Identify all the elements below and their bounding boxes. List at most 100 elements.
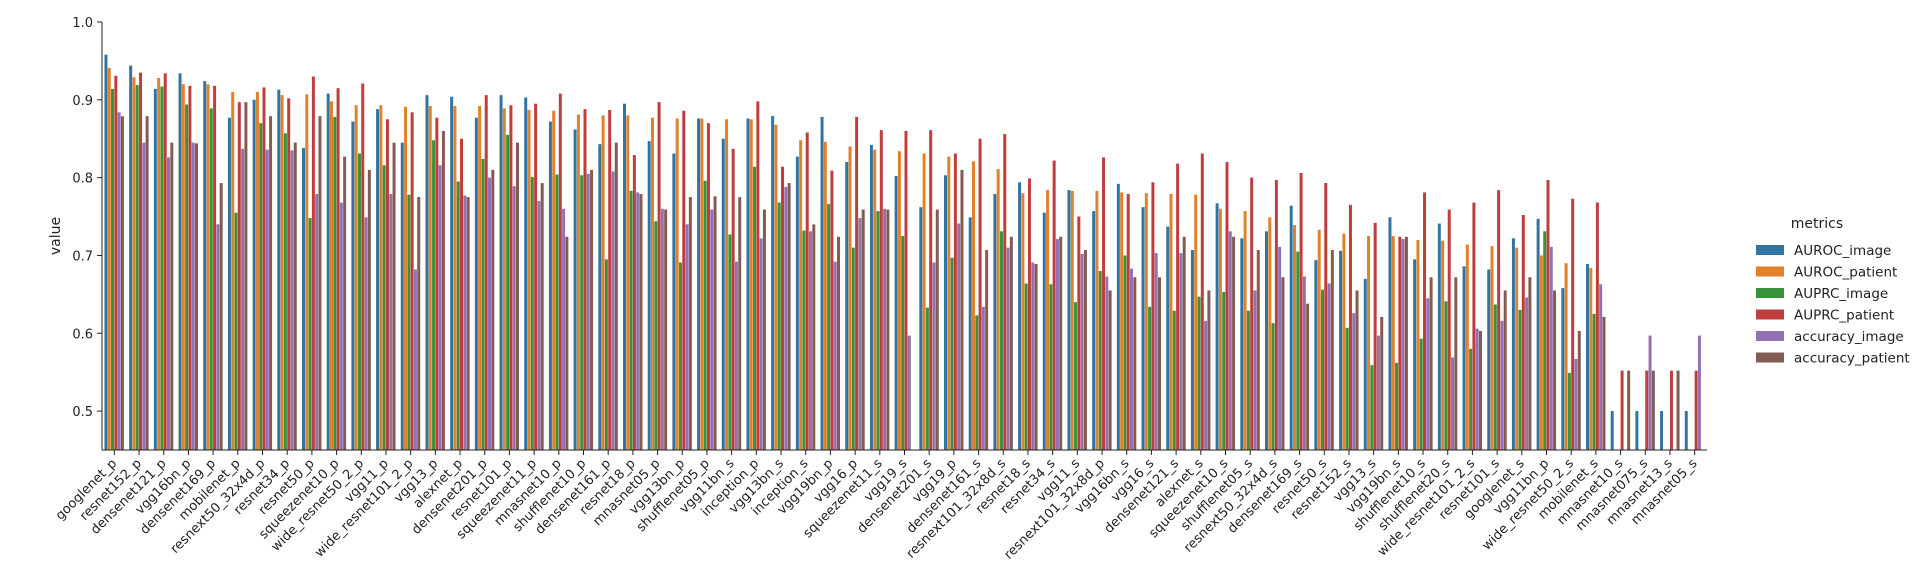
bar-auroc-image-shufflenet10-p — [573, 129, 577, 450]
bar-auprc-patient-resnet101-p — [509, 105, 513, 451]
bar-accuracy-image-resnet101-p — [512, 186, 516, 450]
bar-auprc-image-vgg13-p — [432, 140, 436, 450]
bar-auprc-patient-squeezenet11-s — [879, 130, 883, 451]
bar-auroc-image-vgg19-p — [944, 175, 947, 451]
bar-auprc-image-googlenet-s — [1518, 309, 1522, 450]
bar-auroc-image-resnet152-p — [129, 65, 133, 450]
bar-accuracy-patient-vgg19bn-p — [837, 236, 840, 450]
bar-auprc-patient-shufflenet05-s — [1250, 177, 1254, 450]
bar-accuracy-image-resnext101-32x8d-p — [1105, 276, 1109, 450]
bar-accuracy-image-alexnet-s — [1204, 320, 1208, 450]
bar-auprc-patient-resnet152-s — [1348, 204, 1352, 450]
bar-auroc-image-wide-resnet101-2-s — [1462, 266, 1466, 450]
bar-accuracy-image-mobilenet-s — [1599, 284, 1603, 450]
bar-auroc-image-densenet161-s — [968, 217, 972, 450]
bar-auroc-patient-vgg16bn-p — [181, 84, 185, 450]
bar-accuracy-image-wide-resnet101-2-p — [413, 269, 417, 450]
bar-accuracy-image-shufflenet05-s — [1253, 290, 1257, 450]
bar-auroc-image-shufflenet05-s — [1240, 238, 1244, 450]
bar-auprc-patient-vgg16-s — [1151, 182, 1155, 450]
bar-auroc-patient-vgg19bn-p — [823, 141, 827, 450]
bar-auprc-patient-resnet18-s — [1027, 178, 1031, 450]
legend-label: accuracy_image — [1794, 329, 1904, 345]
bar-accuracy-image-shufflenet10-p — [586, 173, 590, 450]
bar-auroc-image-mnasnet05-s — [1684, 411, 1688, 450]
bar-auroc-patient-wide-resnet101-2-p — [404, 106, 408, 450]
bar-accuracy-patient-resnet101-p — [516, 142, 519, 450]
y-tick-label: 1.0 — [72, 16, 93, 31]
bar-accuracy-patient-resnet152-s — [1355, 290, 1359, 450]
bar-auroc-patient-resnet152-p — [132, 77, 136, 450]
bar-accuracy-image-wide-resnet50-2-s — [1574, 358, 1578, 450]
bar-auprc-image-vgg16bn-p — [185, 104, 189, 451]
bar-accuracy-patient-mobilenet-p — [244, 102, 248, 451]
bar-accuracy-patient-vgg16-p — [861, 209, 865, 450]
bar-accuracy-patient-alexnet-p — [466, 197, 470, 450]
bar-auprc-patient-mnasnet10-p — [558, 93, 562, 450]
bar-auprc-image-squeezenet10-p — [333, 116, 337, 450]
bar-auprc-image-densenet169-s — [1296, 251, 1300, 450]
bar-auroc-image-densenet169-s — [1289, 205, 1293, 450]
bar-auprc-image-mobilenet-s — [1592, 313, 1596, 450]
bar-auprc-patient-resnet50-p — [311, 76, 315, 450]
bar-auprc-image-resnet101-s — [1493, 304, 1497, 450]
bar-auprc-image-mobilenet-p — [234, 212, 238, 450]
bar-auprc-image-inception-s — [802, 230, 806, 450]
bar-accuracy-patient-densenet121-s — [1182, 236, 1186, 450]
bar-auprc-patient-vgg11-s — [1077, 216, 1081, 450]
bar-auprc-image-densenet169-p — [209, 108, 213, 450]
bar-auroc-image-googlenet-s — [1511, 238, 1515, 450]
bar-auroc-image-vgg16-s — [1141, 207, 1145, 450]
bar-auroc-patient-shufflenet05-s — [1243, 211, 1247, 450]
bar-auprc-image-densenet121-p — [160, 86, 164, 450]
bar-auprc-image-resnext101-32x8d-s — [999, 231, 1003, 450]
bar-accuracy-patient-densenet169-s — [1306, 303, 1310, 450]
bar-auprc-image-shufflenet10-p — [580, 175, 584, 451]
bar-auroc-patient-resnet18-s — [1021, 193, 1025, 450]
bar-accuracy-patient-googlenet-s — [1528, 277, 1532, 450]
bar-auroc-image-googlenet-p — [104, 54, 108, 451]
bar-auprc-image-resnet101-p — [506, 134, 510, 450]
bar-accuracy-image-resnet50-s — [1327, 283, 1331, 450]
bar-auprc-image-vgg16-s — [1148, 306, 1152, 450]
bar-accuracy-patient-wide-resnet50-2-p — [367, 169, 371, 450]
bar-accuracy-patient-shufflenet10-s — [1429, 277, 1433, 450]
bar-accuracy-image-densenet169-s — [1302, 276, 1306, 450]
bar-accuracy-patient-shufflenet20-s — [1454, 277, 1458, 450]
bar-accuracy-image-googlenet-p — [117, 112, 121, 451]
bar-auroc-image-densenet121-s — [1166, 226, 1170, 450]
bar-auroc-image-vgg11bn-s — [721, 138, 725, 451]
bar-auprc-patient-mnasnet10-s — [1620, 370, 1624, 450]
bar-auroc-patient-vgg16-p — [848, 146, 852, 450]
bar-accuracy-patient-mnasnet10-p — [565, 236, 569, 450]
bar-accuracy-image-vgg16bn-p — [191, 142, 195, 450]
bar-accuracy-image-squeezenet10-s — [1228, 231, 1232, 450]
bar-auroc-image-resnet101-s — [1487, 269, 1491, 450]
bar-accuracy-image-vgg13bn-s — [784, 186, 788, 450]
bar-accuracy-patient-vgg11bn-p — [1553, 290, 1557, 450]
bar-accuracy-image-resnext50-32x4d-s — [1278, 246, 1282, 450]
bar-auprc-image-mnasnet10-p — [555, 174, 559, 450]
bar-auprc-patient-shufflenet05-p — [706, 123, 710, 450]
bar-accuracy-image-resnext101-32x8d-s — [1006, 247, 1010, 450]
bar-auroc-image-resnext101-32x8d-p — [1092, 211, 1096, 450]
bar-auroc-patient-mnasnet10-p — [552, 110, 556, 451]
bar-auroc-image-inception-p — [746, 118, 750, 451]
bar-auprc-patient-mnasnet05-p — [657, 102, 661, 451]
bar-auroc-image-mnasnet05-p — [647, 141, 651, 450]
bar-accuracy-patient-vgg13bn-p — [688, 197, 692, 450]
bar-accuracy-patient-mnasnet05-p — [664, 209, 668, 450]
bar-auroc-image-resnet50-s — [1314, 260, 1318, 450]
bar-auprc-patient-resnet18-p — [632, 155, 636, 450]
bar-accuracy-image-vgg11-p — [389, 193, 393, 451]
bar-auprc-patient-inception-s — [805, 132, 809, 450]
y-axis: 0.5 0.6 0.7 0.8 0.9 1.0 — [72, 16, 103, 450]
bar-auroc-patient-densenet169-s — [1292, 225, 1296, 450]
bar-auprc-image-vgg13-s — [1370, 365, 1374, 450]
bar-auroc-image-resnext50-32x4d-p — [252, 99, 256, 450]
bar-auprc-patient-vgg11-p — [385, 119, 389, 451]
bar-accuracy-image-vgg16bn-s — [1130, 268, 1134, 450]
bar-auprc-image-alexnet-p — [456, 181, 460, 450]
bar-auprc-patient-alexnet-s — [1200, 153, 1204, 450]
